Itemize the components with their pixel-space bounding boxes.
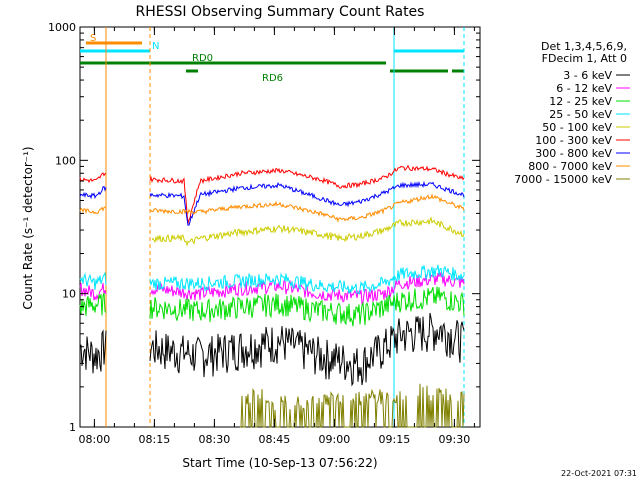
flag-label-rd0: RD0 (192, 53, 213, 64)
x-tick-label: 08:00 (79, 433, 111, 446)
series-line-800-7000-keV (79, 193, 465, 223)
legend-header-line: Det 1,3,4,5,6,9, (541, 40, 627, 53)
x-tick-label: 08:45 (259, 433, 291, 446)
legend: Det 1,3,4,5,6,9,FDecim 1, Att 0 3 - 6 keV… (514, 40, 630, 186)
axes: 1 10 100 1000 08:00 08:15 08:30 08:45 09:00 09:15… (48, 21, 480, 446)
x-tick-label: 09:15 (379, 433, 411, 446)
legend-header-line: FDecim 1, Att 0 (542, 52, 627, 65)
series-line-300-800-keV (79, 180, 465, 226)
series-line-50-100-keV (151, 216, 465, 247)
chart-title: RHESSI Observing Summary Count Rates (136, 4, 425, 20)
series-line-6-12-keV (79, 272, 465, 306)
legend-entry-label: 7000 - 15000 keV (514, 173, 612, 186)
legend-entry-label: 300 - 800 keV (535, 147, 612, 160)
legend-entry-label: 6 - 12 keV (556, 82, 612, 95)
flag-label-rd6: RD6 (262, 73, 283, 84)
x-tick-label: 09:30 (439, 433, 471, 446)
series-line-12-25-keV (79, 286, 465, 327)
series-line-100-300-keV (79, 164, 465, 224)
flag-label-s: S (90, 33, 96, 44)
series-line-7000-15000-keV (240, 383, 465, 428)
vertical-markers (105, 27, 465, 427)
y-axis-label: Count Rate (s⁻¹ detector⁻¹) (21, 146, 35, 309)
legend-entry-label: 50 - 100 keV (542, 121, 612, 134)
legend-entry-label: 25 - 50 keV (549, 108, 612, 121)
x-axis-label: Start Time (10-Sep-13 07:56:22) (182, 456, 377, 470)
flag-label-n: N (152, 41, 159, 52)
series-line-3-6-keV (79, 312, 465, 387)
y-tick-label: 100 (55, 154, 76, 167)
y-tick-label: 1 (69, 421, 76, 434)
legend-entry-label: 12 - 25 keV (549, 95, 612, 108)
x-tick-label: 08:30 (199, 433, 231, 446)
y-tick-label: 10 (62, 288, 76, 301)
series-lines (79, 164, 465, 428)
footer-date: 22-Oct-2021 07:31 (561, 469, 637, 478)
x-tick-label: 08:15 (139, 433, 171, 446)
legend-entry-label: 3 - 6 keV (563, 69, 612, 82)
series-line-25-50-keV (79, 264, 465, 295)
y-tick-label: 1000 (48, 21, 76, 34)
legend-entry-label: 800 - 7000 keV (528, 160, 612, 173)
instrument-flags: S N RD0 RD6 (80, 33, 464, 84)
legend-entry-label: 100 - 300 keV (535, 134, 612, 147)
x-tick-label: 09:00 (319, 433, 351, 446)
